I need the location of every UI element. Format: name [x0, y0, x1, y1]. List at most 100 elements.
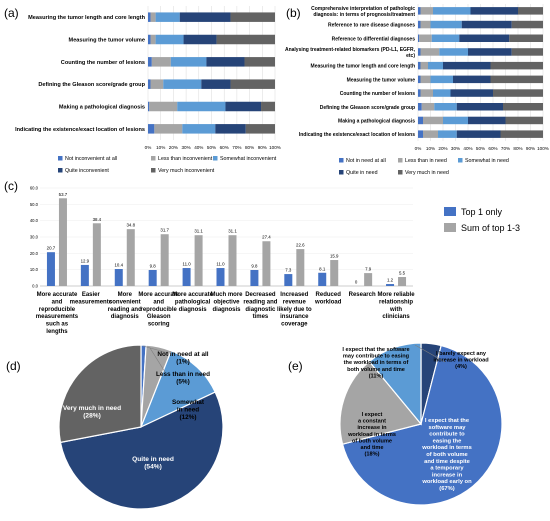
legend-label: Not inconvenient at all	[65, 156, 117, 162]
panel-label: (d)	[6, 359, 21, 373]
y-tick-label: 30.0	[30, 235, 39, 240]
category-label: Measuring the tumor volume	[69, 38, 145, 44]
category-label: More accurate and reproducible Gleason scori…	[138, 292, 179, 328]
y-tick-label: 50.0	[30, 202, 39, 207]
column-bar	[386, 284, 395, 286]
panel-d: (d) Not in need at all (1%) Less than in ne…	[6, 344, 224, 510]
bar-segment	[244, 57, 275, 67]
bar-segment	[418, 116, 423, 125]
column-bar	[46, 252, 55, 286]
y-tick-label: 20.0	[30, 251, 39, 256]
legend-label: Top 1 only	[461, 207, 503, 217]
slice-label: I expect a constant increase in workload in…	[347, 412, 396, 458]
pie-slice	[58, 344, 142, 444]
slice-label: I expect that the software may contribute…	[342, 347, 409, 379]
column-bar	[80, 264, 89, 286]
bar-segment	[490, 61, 543, 70]
column-bar	[182, 268, 191, 286]
legend-swatch	[213, 156, 218, 161]
slice-label: Somewhat in need (12%)	[172, 399, 205, 421]
x-tick-label: 30%	[451, 146, 460, 151]
bar-segment	[456, 130, 501, 138]
data-label: 31.7	[160, 228, 169, 233]
slice-label: Quite in need (54%)	[132, 456, 174, 471]
legend-label: Quite in need	[346, 170, 378, 176]
bar-segment	[431, 34, 460, 42]
legend-swatch	[58, 168, 63, 173]
panel-e: (e) I barely expect any increase in worklo…	[288, 342, 503, 506]
x-tick-label: 30%	[181, 145, 190, 150]
bar-segment	[245, 124, 275, 134]
column-bar	[114, 269, 123, 286]
y-tick-label: 10.0	[30, 267, 39, 272]
category-label: More accurate and reproducible measurements…	[36, 292, 79, 335]
x-tick-label: 70%	[232, 145, 241, 150]
leader-line	[142, 345, 169, 354]
bar-segment	[490, 75, 543, 84]
x-tick-label: 90%	[258, 145, 267, 150]
data-label: 7.9	[365, 267, 372, 272]
legend-label: Very much inconvenient	[158, 168, 215, 174]
category-label: Measuring the tumor volume	[347, 77, 416, 83]
legend-swatch	[339, 170, 344, 175]
bar-segment	[420, 7, 433, 15]
bar-segment	[505, 116, 543, 125]
bar-segment	[182, 124, 216, 134]
bar-segment	[419, 34, 432, 42]
column-bar	[228, 235, 237, 286]
data-label: 53.7	[59, 192, 68, 197]
bar-segment	[518, 7, 543, 15]
bar-segment	[443, 61, 491, 70]
column-bar	[284, 274, 293, 286]
panel-label: (a)	[4, 6, 19, 20]
pie-slice	[341, 344, 503, 506]
bar-segment	[261, 101, 275, 112]
bar-segment	[493, 89, 543, 97]
column-bar	[318, 272, 327, 286]
category-label: Defining the Gleason score/grade group	[38, 82, 145, 88]
panel-label: (e)	[288, 359, 303, 373]
legend-swatch	[339, 158, 344, 163]
bar-segment	[470, 7, 518, 15]
bar-segment	[450, 89, 493, 97]
column-bar	[126, 229, 135, 286]
leader-line	[149, 347, 166, 373]
legend-label: Less than in need	[405, 158, 447, 164]
bar-segment	[459, 34, 510, 42]
data-label: 34.8	[126, 223, 135, 228]
legend-swatch	[58, 156, 63, 161]
legend-swatch	[458, 158, 463, 163]
x-tick-label: 0%	[145, 145, 152, 150]
data-label: 5.5	[399, 271, 406, 276]
data-label: 0	[355, 280, 358, 285]
data-label: 1.2	[387, 278, 394, 283]
x-tick-label: 80%	[513, 146, 522, 151]
column-bar	[262, 241, 271, 286]
bar-segment	[418, 103, 422, 111]
y-tick-label: 60.0	[30, 186, 39, 191]
bar-segment	[230, 12, 275, 22]
bar-segment	[418, 89, 421, 97]
legend-swatch	[151, 156, 156, 161]
bar-segment	[468, 116, 506, 125]
bar-segment	[418, 48, 421, 56]
data-label: 15.9	[330, 254, 339, 259]
bar-segment	[439, 48, 468, 56]
data-label: 22.6	[296, 243, 305, 248]
panel-label: (c)	[4, 179, 18, 193]
bar-segment	[215, 124, 246, 134]
bar-segment	[177, 101, 226, 112]
x-tick-label: 50%	[207, 145, 216, 150]
bar-segment	[430, 20, 462, 29]
bar-segment	[511, 20, 543, 29]
bar-segment	[149, 101, 178, 112]
category-label: Decreased reading and diagnostic times	[243, 292, 277, 320]
column-bar	[250, 269, 259, 286]
x-tick-label: 70%	[501, 146, 510, 151]
bar-segment	[148, 79, 151, 89]
legend-swatch	[444, 223, 456, 232]
y-tick-label: 40.0	[30, 218, 39, 223]
bar-segment	[148, 124, 155, 134]
legend-label: Not in need at all	[346, 158, 386, 164]
